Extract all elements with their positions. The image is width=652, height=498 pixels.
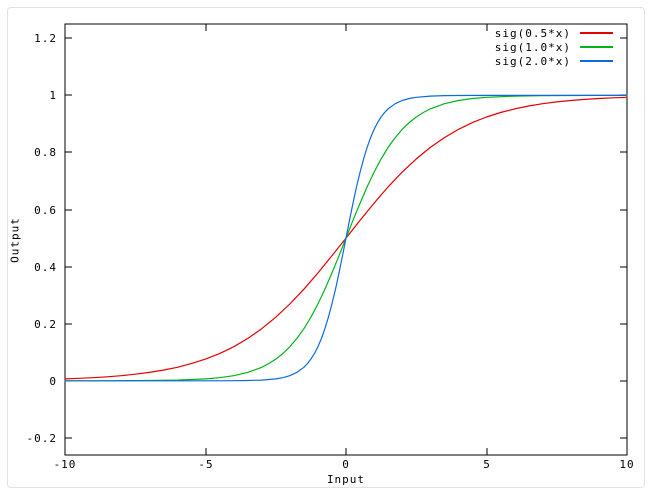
- legend-label: sig(2.0*x): [494, 54, 571, 68]
- legend-entry: sig(2.0*x): [495, 54, 613, 68]
- legend-entry: sig(0.5*x): [495, 26, 613, 40]
- y-tick-label: 1: [49, 89, 57, 102]
- y-tick-label: 0.8: [34, 146, 57, 159]
- x-tick-label: 10: [619, 458, 634, 471]
- x-tick-label: 0: [342, 458, 350, 471]
- legend-line-sample: [580, 46, 613, 48]
- legend: sig(0.5*x) sig(1.0*x) sig(2.0*x): [495, 26, 613, 68]
- chart-window-frame: [7, 7, 645, 488]
- x-axis-label: Input: [326, 473, 366, 486]
- legend-label: sig(1.0*x): [494, 40, 571, 54]
- y-tick-label: 0.6: [34, 204, 57, 217]
- legend-line-sample: [580, 60, 613, 62]
- series-curve-2: [64, 94, 628, 382]
- y-axis-label: Output: [8, 217, 22, 263]
- x-tick-label: 5: [483, 458, 491, 471]
- x-tick-label: -5: [198, 458, 213, 471]
- x-tick-label: -10: [54, 458, 77, 471]
- y-tick-label: 0: [49, 375, 57, 388]
- y-tick-label: -0.2: [27, 432, 58, 445]
- legend-label: sig(0.5*x): [494, 26, 571, 40]
- legend-line-sample: [580, 32, 613, 34]
- y-tick-label: 0.4: [34, 261, 57, 274]
- y-tick-label: 1.2: [34, 32, 57, 45]
- legend-entry: sig(1.0*x): [495, 40, 613, 54]
- y-tick-label: 0.2: [34, 318, 57, 331]
